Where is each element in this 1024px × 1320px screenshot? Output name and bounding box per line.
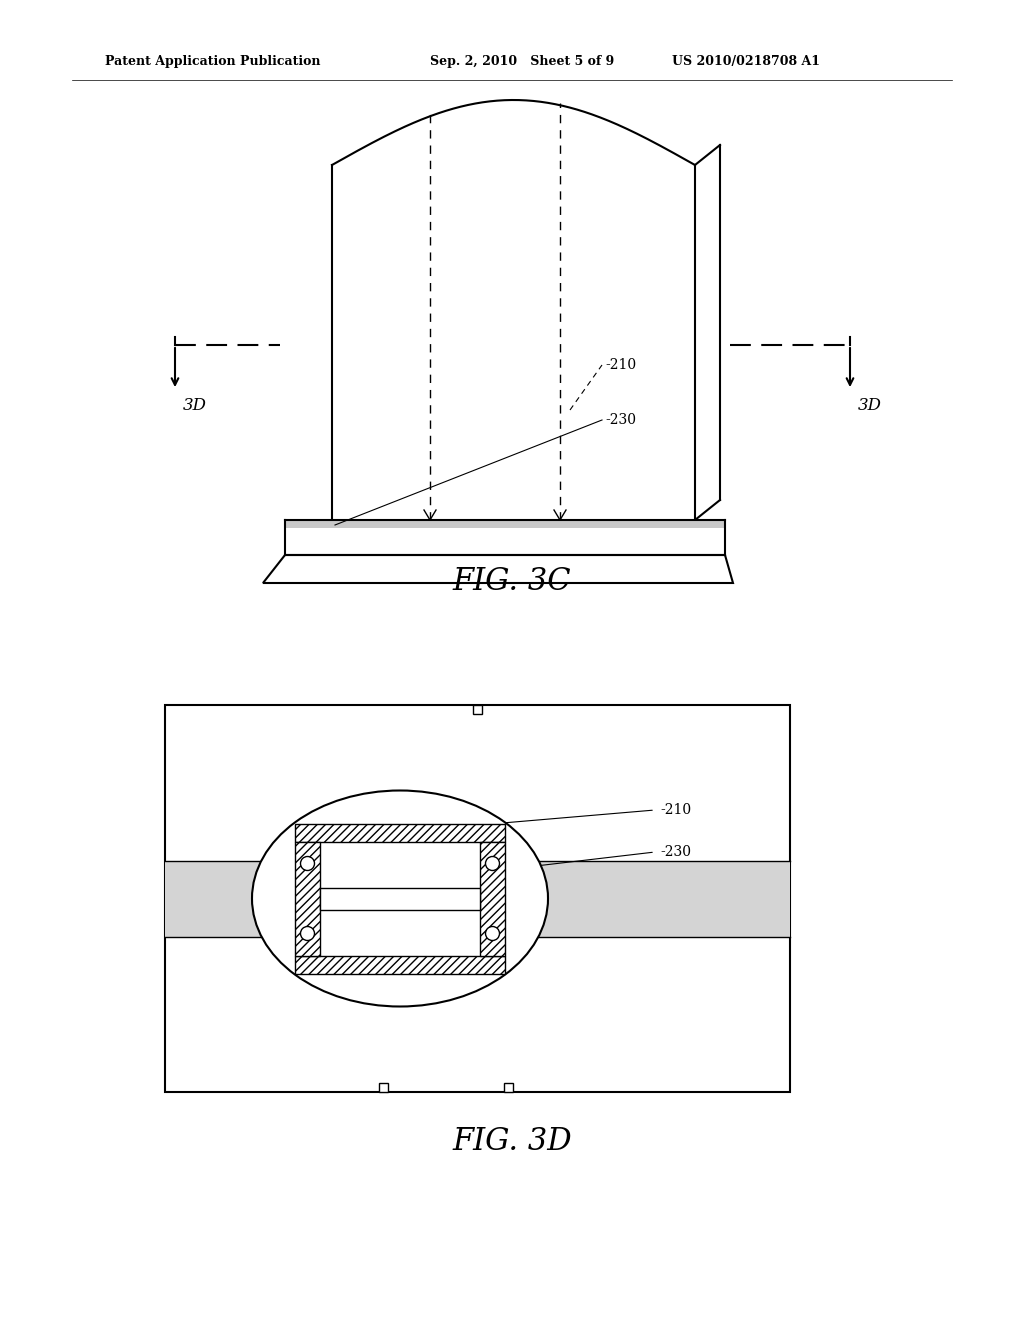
Bar xyxy=(295,956,505,974)
Bar xyxy=(319,887,480,909)
Text: Sep. 2, 2010   Sheet 5 of 9: Sep. 2, 2010 Sheet 5 of 9 xyxy=(430,55,614,69)
Text: -210: -210 xyxy=(605,358,636,372)
Polygon shape xyxy=(263,554,733,583)
Text: FIG. 3D: FIG. 3D xyxy=(453,1126,571,1158)
Text: -230: -230 xyxy=(660,845,691,859)
Circle shape xyxy=(300,857,314,870)
Ellipse shape xyxy=(252,791,548,1006)
Text: 3D: 3D xyxy=(858,396,882,413)
Text: Patent Application Publication: Patent Application Publication xyxy=(105,55,321,69)
Bar xyxy=(480,842,505,956)
Text: -230: -230 xyxy=(605,413,636,426)
Bar xyxy=(473,705,482,714)
Circle shape xyxy=(300,927,314,940)
Bar xyxy=(285,528,725,554)
Bar xyxy=(285,520,725,528)
Text: FIG. 3C: FIG. 3C xyxy=(453,566,571,598)
Bar xyxy=(379,1082,388,1092)
Bar xyxy=(165,705,790,1092)
Circle shape xyxy=(485,927,500,940)
Circle shape xyxy=(485,857,500,870)
Text: 3D: 3D xyxy=(183,396,207,413)
Text: US 2010/0218708 A1: US 2010/0218708 A1 xyxy=(672,55,820,69)
Bar xyxy=(295,824,505,842)
Bar xyxy=(504,1082,513,1092)
Bar xyxy=(295,842,319,956)
Text: -210: -210 xyxy=(660,803,691,817)
Bar xyxy=(165,861,790,936)
